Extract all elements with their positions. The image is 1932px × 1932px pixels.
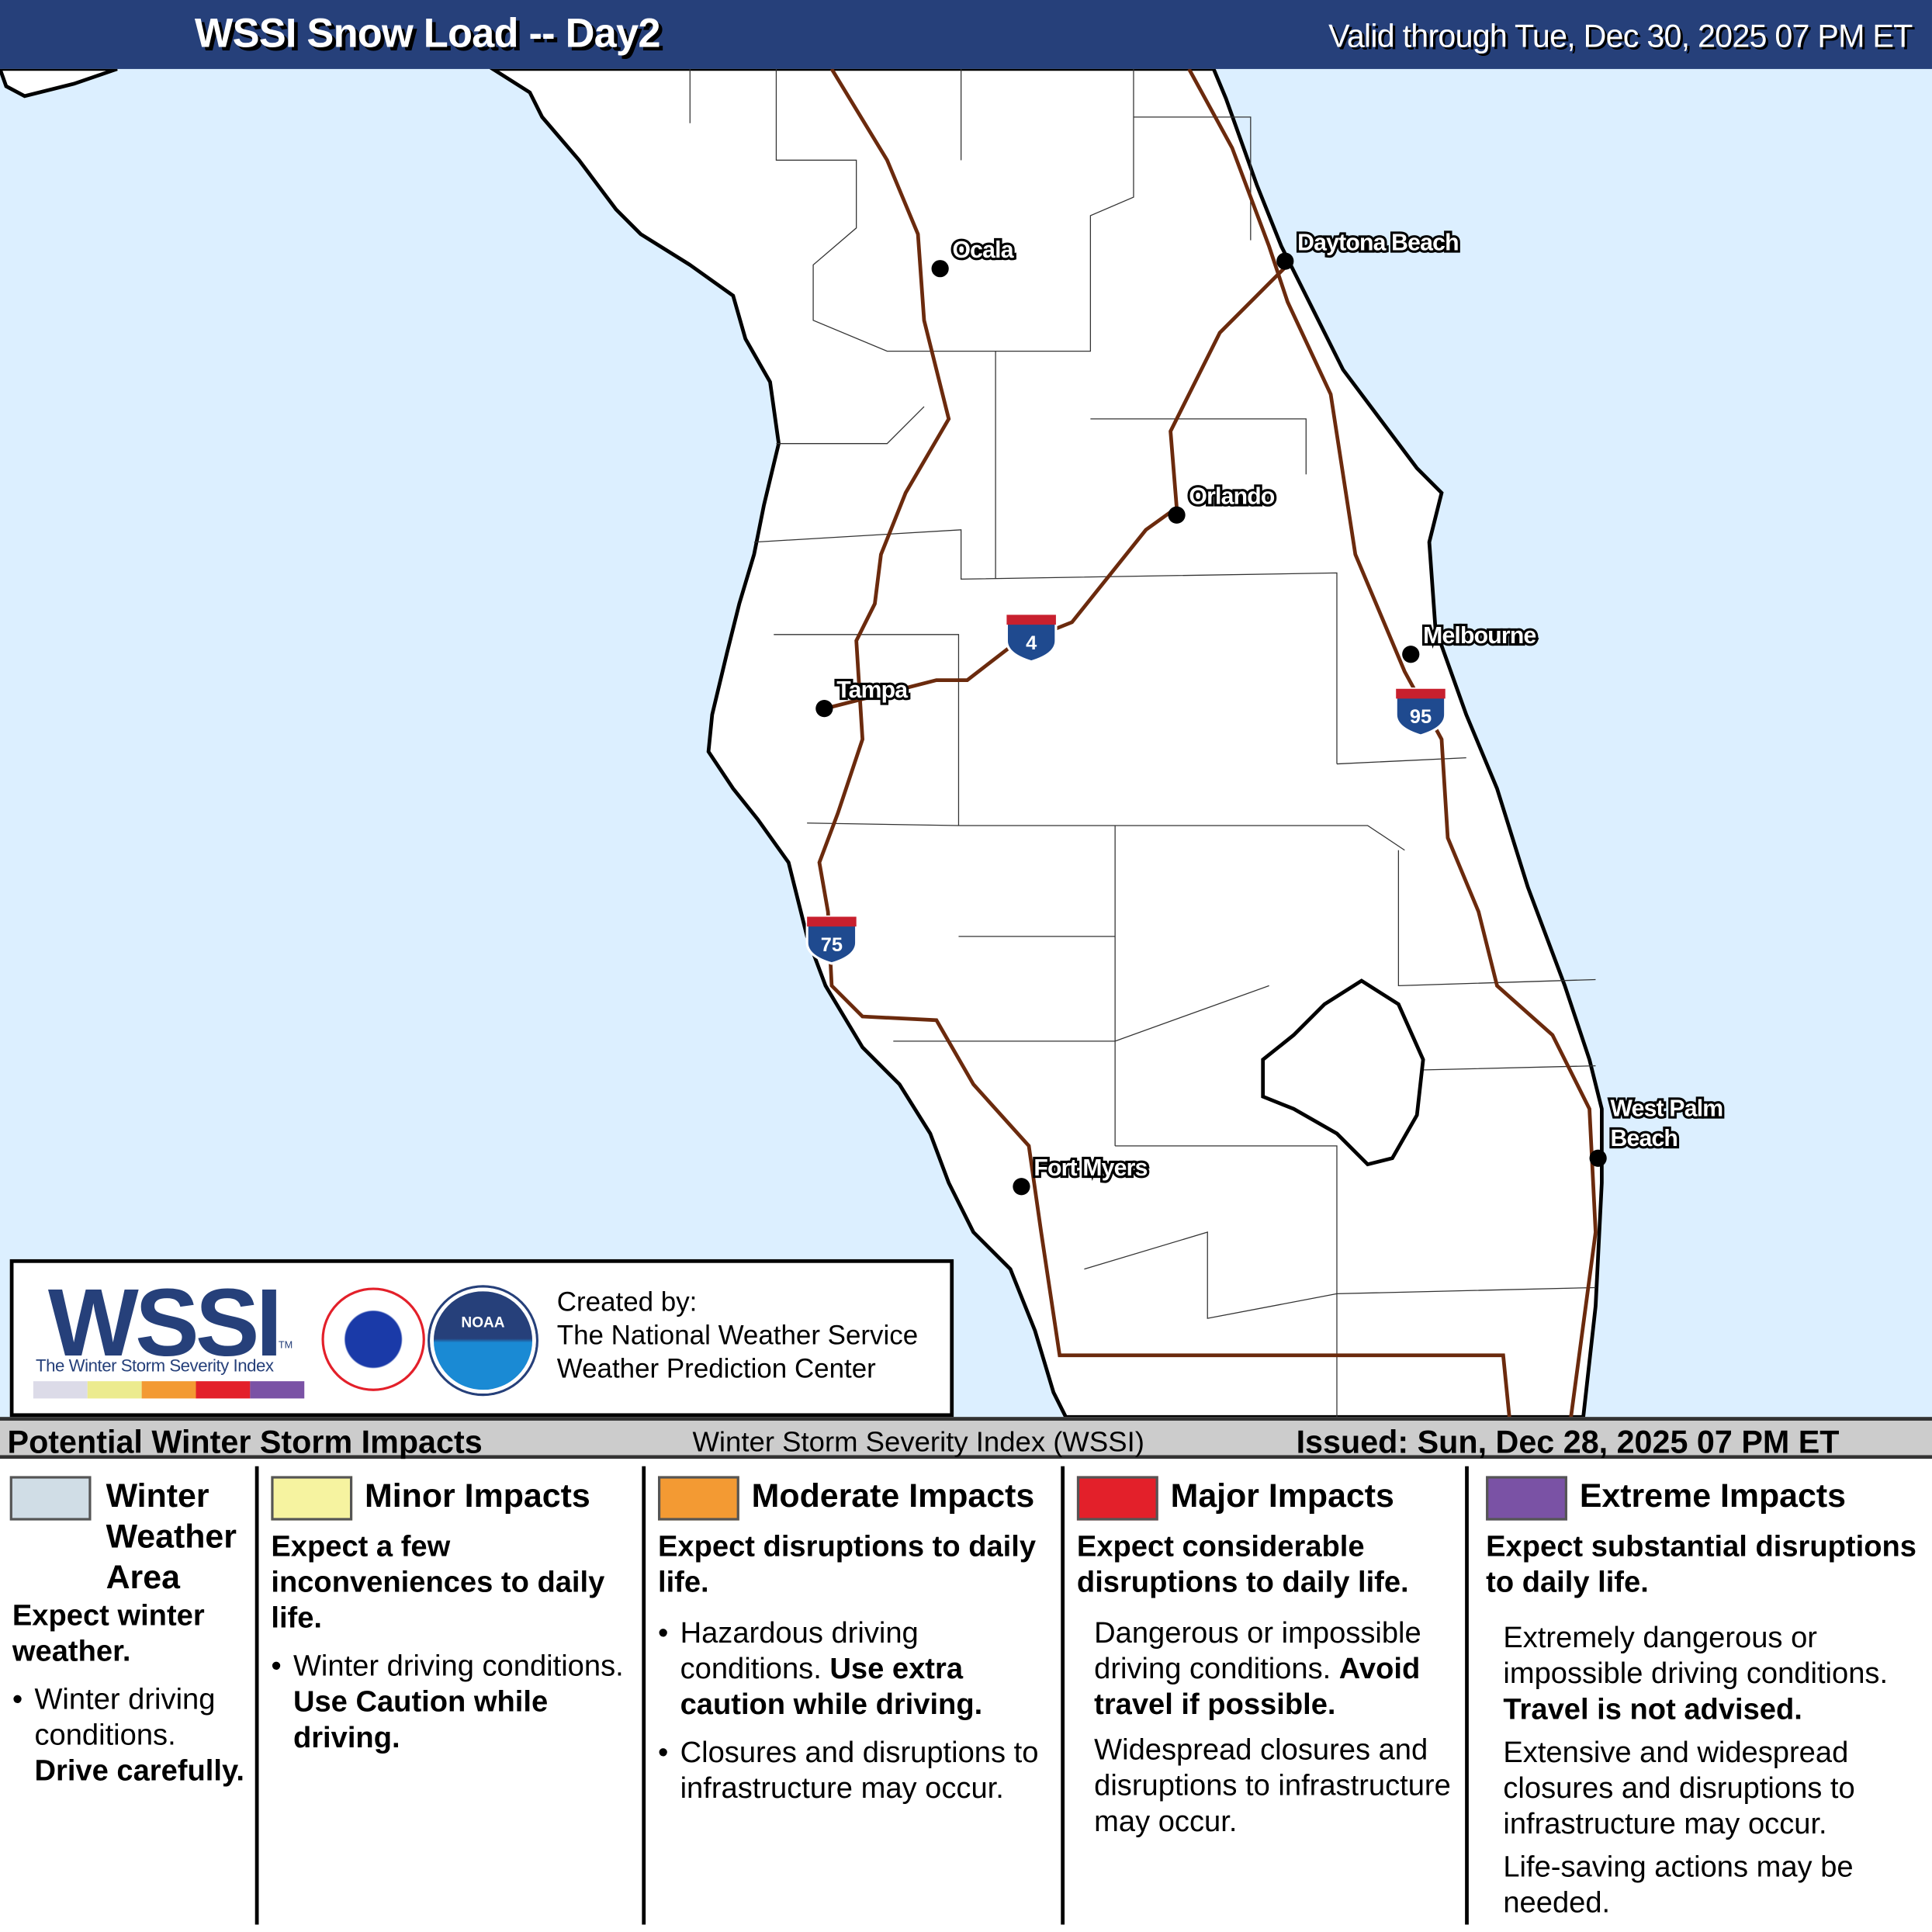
issued-time: Issued: Sun, Dec 28, 2025 07 PM ET [1296,1423,1840,1460]
shield-label: 95 [1410,706,1432,728]
legend-swatch [1486,1476,1567,1521]
city-west-palm: West Palm [1611,1096,1723,1122]
legend-extreme-impacts: Extreme Impacts Expect substantial disru… [1465,1466,1932,1925]
legend-heading: Expect disruptions to daily life. [657,1530,1037,1600]
land-northwest [0,68,118,99]
legend-title: Winter Weather Area [106,1477,237,1596]
scale-swatch [250,1381,305,1399]
legend-text: Extremely dangerous or impossible drivin… [1503,1621,1889,1726]
city-dot-orlando [1168,506,1186,524]
legend-winter-weather-area: Winter Weather Area Expect winter weathe… [0,1466,255,1925]
city-dot-daytona [1276,252,1294,270]
i4-road [825,263,1290,711]
credit-text: Created by: The National Weather Service… [557,1285,918,1385]
legend-title: Major Impacts [1170,1477,1394,1515]
city-dot-melbourne [1402,646,1420,663]
legend-swatch [1076,1476,1158,1521]
noaa-logo: NOAA [430,1287,536,1394]
legend-bullet: Winter driving conditions. Use Caution w… [271,1649,637,1756]
credit-org-nws: The National Weather Service [556,1319,919,1351]
map-title: WSSI Snow Load -- Day2 [194,9,661,56]
legend-title: Moderate Impacts [751,1477,1035,1515]
lake-okeechobee [1261,978,1425,1167]
city-daytona-beach: Daytona Beach [1297,230,1459,255]
wssi-color-scale [33,1381,305,1399]
legend-text: Dangerous or impossible driving conditio… [1094,1616,1421,1722]
valid-time: Valid through Tue, Dec 30, 2025 07 PM ET [1328,17,1913,54]
scale-swatch [87,1381,142,1399]
header-bar: WSSI Snow Load -- Day2 Valid through Tue… [0,0,1932,69]
legend-swatch [9,1476,92,1521]
cities: Ocala Daytona Beach Orlando Melbourne Ta… [815,227,1726,1196]
wssi-logo: WSSI [47,1268,282,1376]
legend-title: Minor Impacts [365,1477,590,1515]
legend-text: Life-saving actions may be needed. [1503,1851,1854,1920]
credit-org-wpc: Weather Prediction Center [556,1352,876,1384]
legend-minor-impacts: Minor Impacts Expect a few inconvenience… [254,1466,642,1925]
legend-title: Extreme Impacts [1579,1477,1846,1515]
interstate-shield-95: 95 [1394,687,1447,737]
band-index: Winter Storm Severity Index (WSSI) [692,1425,1144,1458]
city-dot-ocala [931,260,949,278]
nws-logo [321,1287,425,1391]
interstate-shield-4: 4 [1005,613,1058,663]
shield-label: 75 [821,934,843,956]
city-tampa: Tampa [836,677,908,703]
city-ocala: Ocala [953,237,1014,263]
city-melbourne: Melbourne [1423,623,1536,649]
legend-bullet: Winter driving conditions. Drive careful… [12,1682,255,1789]
legend-major-impacts: Major Impacts Expect considerable disrup… [1061,1466,1465,1925]
band-title: Potential Winter Storm Impacts [7,1423,483,1460]
legend-heading: Expect a few inconveniences to daily lif… [271,1530,605,1636]
wssi-tm: TM [278,1339,293,1351]
legend-text: Extensive and widespread closures and di… [1503,1736,1855,1841]
interstate-shield-75: 75 [805,915,858,965]
created-by: Created by: [556,1286,698,1317]
wssi-subtitle: The Winter Storm Severity Index [36,1355,274,1376]
city-dot-west-palm [1589,1149,1607,1167]
scale-swatch [33,1381,88,1399]
legend-moderate-impacts: Moderate Impacts Expect disruptions to d… [642,1466,1061,1925]
city-west-palm-beach: Beach [1611,1126,1678,1151]
legend-swatch [657,1476,739,1521]
legend-text: Widespread closures and disruptions to i… [1094,1733,1451,1839]
legend-swatch [271,1476,353,1521]
impacts-band: Potential Winter Storm Impacts Winter St… [0,1417,1932,1460]
scale-swatch [141,1381,196,1399]
city-orlando: Orlando [1189,483,1274,509]
county-lines [689,68,1596,1418]
legend-bullet: Hazardous driving conditions. Use extra … [658,1615,1056,1723]
scale-swatch [196,1381,251,1399]
city-fort-myers: Fort Myers [1034,1155,1147,1181]
legend-heading: Expect winter weather. [12,1599,205,1669]
legend-heading: Expect substantial disruptions to daily … [1486,1530,1916,1600]
impact-legend: Winter Weather Area Expect winter weathe… [0,1459,1932,1932]
legend-heading: Expect considerable disruptions to daily… [1076,1530,1409,1600]
noaa-logo-text: NOAA [461,1313,505,1331]
i95-road [1187,68,1598,1418]
city-dot-fort-myers [1013,1178,1030,1196]
shield-label: 4 [1026,632,1037,654]
interstate-roads [817,68,1598,1418]
legend-bullet: Closures and disruptions to infrastructu… [658,1735,1056,1806]
credit-box: WSSI TM The Winter Storm Severity Index … [9,1259,954,1418]
florida-map: Ocala Daytona Beach Orlando Melbourne Ta… [0,68,1932,1418]
city-dot-tampa [815,699,833,718]
i75-road [817,68,1511,1418]
